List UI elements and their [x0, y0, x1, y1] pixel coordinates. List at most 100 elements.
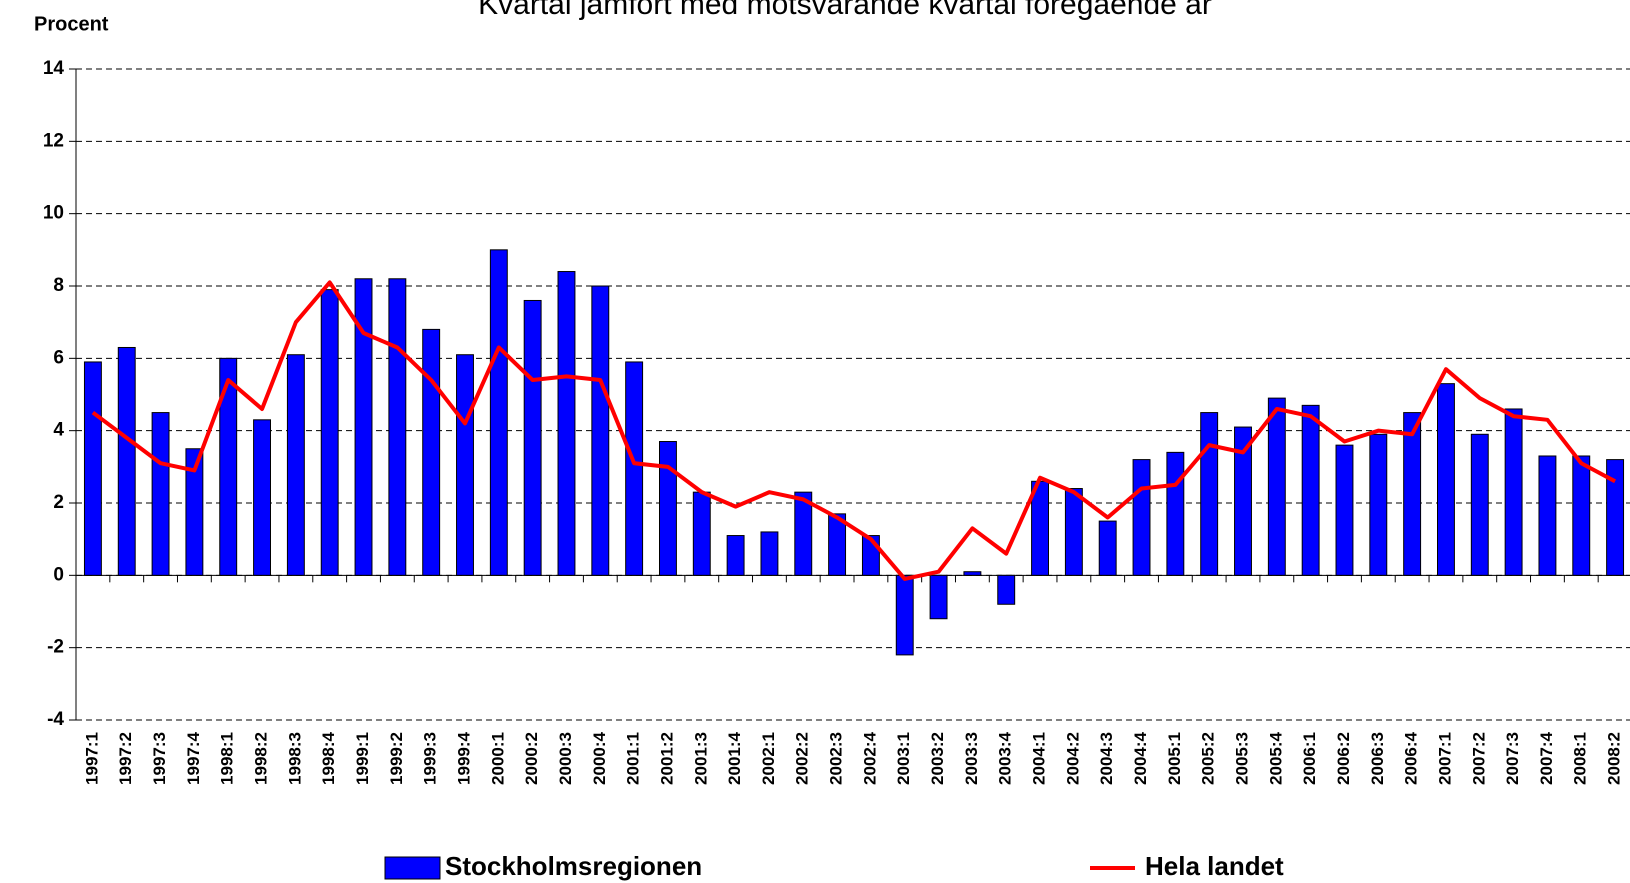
x-tick-label: 2002:4: [860, 731, 879, 784]
bar: [828, 513, 847, 576]
x-tick-label: 1999:1: [353, 732, 372, 785]
x-tick-label: 2003:2: [928, 732, 947, 785]
x-tick-label: 2004:4: [1131, 731, 1150, 784]
x-tick-label: 2005:3: [1232, 732, 1251, 785]
x-tick-label: 2001:4: [725, 731, 744, 784]
x-tick-label: 1998:2: [252, 732, 271, 785]
x-tick-label: 2005:4: [1266, 731, 1285, 784]
x-tick-label: 2001:1: [624, 732, 643, 785]
x-tick-label: 2000:4: [590, 731, 609, 784]
bar: [1132, 459, 1151, 576]
bar: [151, 412, 170, 576]
bar: [185, 448, 204, 576]
bar: [659, 441, 677, 576]
bar: [422, 328, 441, 576]
x-tick-label: 2007:1: [1435, 732, 1454, 785]
line: [91, 280, 1617, 581]
bar: [1369, 433, 1388, 576]
x-tick-label: 2000:2: [522, 732, 541, 785]
bar: [1335, 444, 1354, 576]
bar: [794, 491, 813, 576]
bar: [388, 278, 407, 576]
bar: [1504, 408, 1523, 576]
x-tick-label: 2000:1: [488, 732, 507, 785]
bar: [320, 289, 339, 576]
y-tick-label: 0: [53, 564, 64, 585]
bar: [1234, 426, 1252, 576]
x-tick-label: 2003:1: [894, 732, 913, 785]
bar: [625, 361, 644, 576]
bar: [456, 354, 474, 576]
x-tick-label: 2007:3: [1503, 732, 1522, 785]
bar: [997, 574, 1016, 605]
x-tick-label: 2008:1: [1571, 732, 1590, 785]
bar: [591, 285, 610, 576]
y-tick-label: 12: [43, 130, 64, 151]
y-tick-label: 6: [53, 347, 64, 368]
legend-label: Stockholmsregionen: [445, 851, 702, 881]
bar: [1267, 397, 1286, 576]
x-tick-label: 2004:2: [1063, 732, 1082, 785]
x-tick-label: 1997:2: [116, 732, 135, 785]
x-tick-label: 2006:3: [1368, 732, 1387, 785]
legend-swatch: [384, 856, 441, 880]
bar: [557, 271, 576, 576]
legend-label: Hela landet: [1145, 851, 1284, 881]
y-tick-label: 2: [53, 492, 64, 513]
x-tick-label: 2003:3: [962, 732, 981, 785]
bar: [760, 531, 779, 576]
bar: [1538, 455, 1557, 576]
bar: [253, 419, 272, 576]
bar: [117, 346, 136, 576]
x-tick-label: 1999:4: [454, 731, 473, 784]
x-tick-label: 1999:3: [421, 732, 440, 785]
y-tick-label: 14: [43, 58, 65, 79]
x-tick-label: 1998:4: [319, 731, 338, 784]
bar: [895, 574, 914, 656]
x-tick-label: 1998:3: [285, 732, 304, 785]
y-axis-label: Procent: [34, 13, 109, 35]
bar: [354, 278, 373, 576]
x-tick-label: 2001:3: [691, 732, 710, 785]
chart-title: Kvartal jämfört med motsvarande kvartal …: [478, 0, 1212, 21]
bar: [286, 354, 305, 576]
bar: [1301, 404, 1320, 576]
bar: [1606, 459, 1625, 576]
bar: [219, 357, 238, 576]
x-tick-label: 2002:2: [793, 732, 812, 785]
x-tick-label: 2006:2: [1334, 732, 1353, 785]
bar: [1403, 412, 1422, 576]
x-tick-label: 2002:1: [759, 732, 778, 785]
x-tick-label: 1997:4: [184, 731, 203, 784]
bar: [1098, 520, 1117, 576]
x-tick-label: 1998:1: [218, 732, 237, 785]
bar: [1470, 433, 1489, 576]
x-tick-label: 2001:2: [657, 732, 676, 785]
x-tick-label: 1997:3: [150, 732, 169, 785]
x-tick-label: 2005:2: [1199, 732, 1218, 785]
x-tick-label: 2004:3: [1097, 732, 1116, 785]
bar: [1064, 488, 1083, 576]
x-tick-label: 1997:1: [82, 732, 101, 785]
bar: [963, 571, 982, 576]
bar: [489, 249, 508, 576]
y-tick-label: 8: [53, 275, 64, 296]
y-tick-label: 4: [53, 420, 64, 441]
x-tick-label: 2002:3: [827, 732, 846, 785]
bar: [1166, 451, 1185, 576]
x-tick-label: 2000:3: [556, 732, 575, 785]
bar: [726, 535, 745, 576]
y-tick-label: -4: [47, 709, 64, 730]
y-tick-label: -2: [47, 637, 64, 658]
y-tick-label: 10: [43, 203, 64, 224]
bar: [83, 361, 102, 576]
bar: [523, 299, 542, 576]
bar: [1200, 412, 1219, 576]
x-tick-label: 1999:2: [387, 732, 406, 785]
x-tick-label: 2008:2: [1605, 732, 1624, 785]
x-tick-label: 2007:4: [1537, 731, 1556, 784]
x-tick-label: 2006:4: [1402, 731, 1421, 784]
bar: [1437, 383, 1455, 576]
x-tick-label: 2007:2: [1469, 732, 1488, 785]
